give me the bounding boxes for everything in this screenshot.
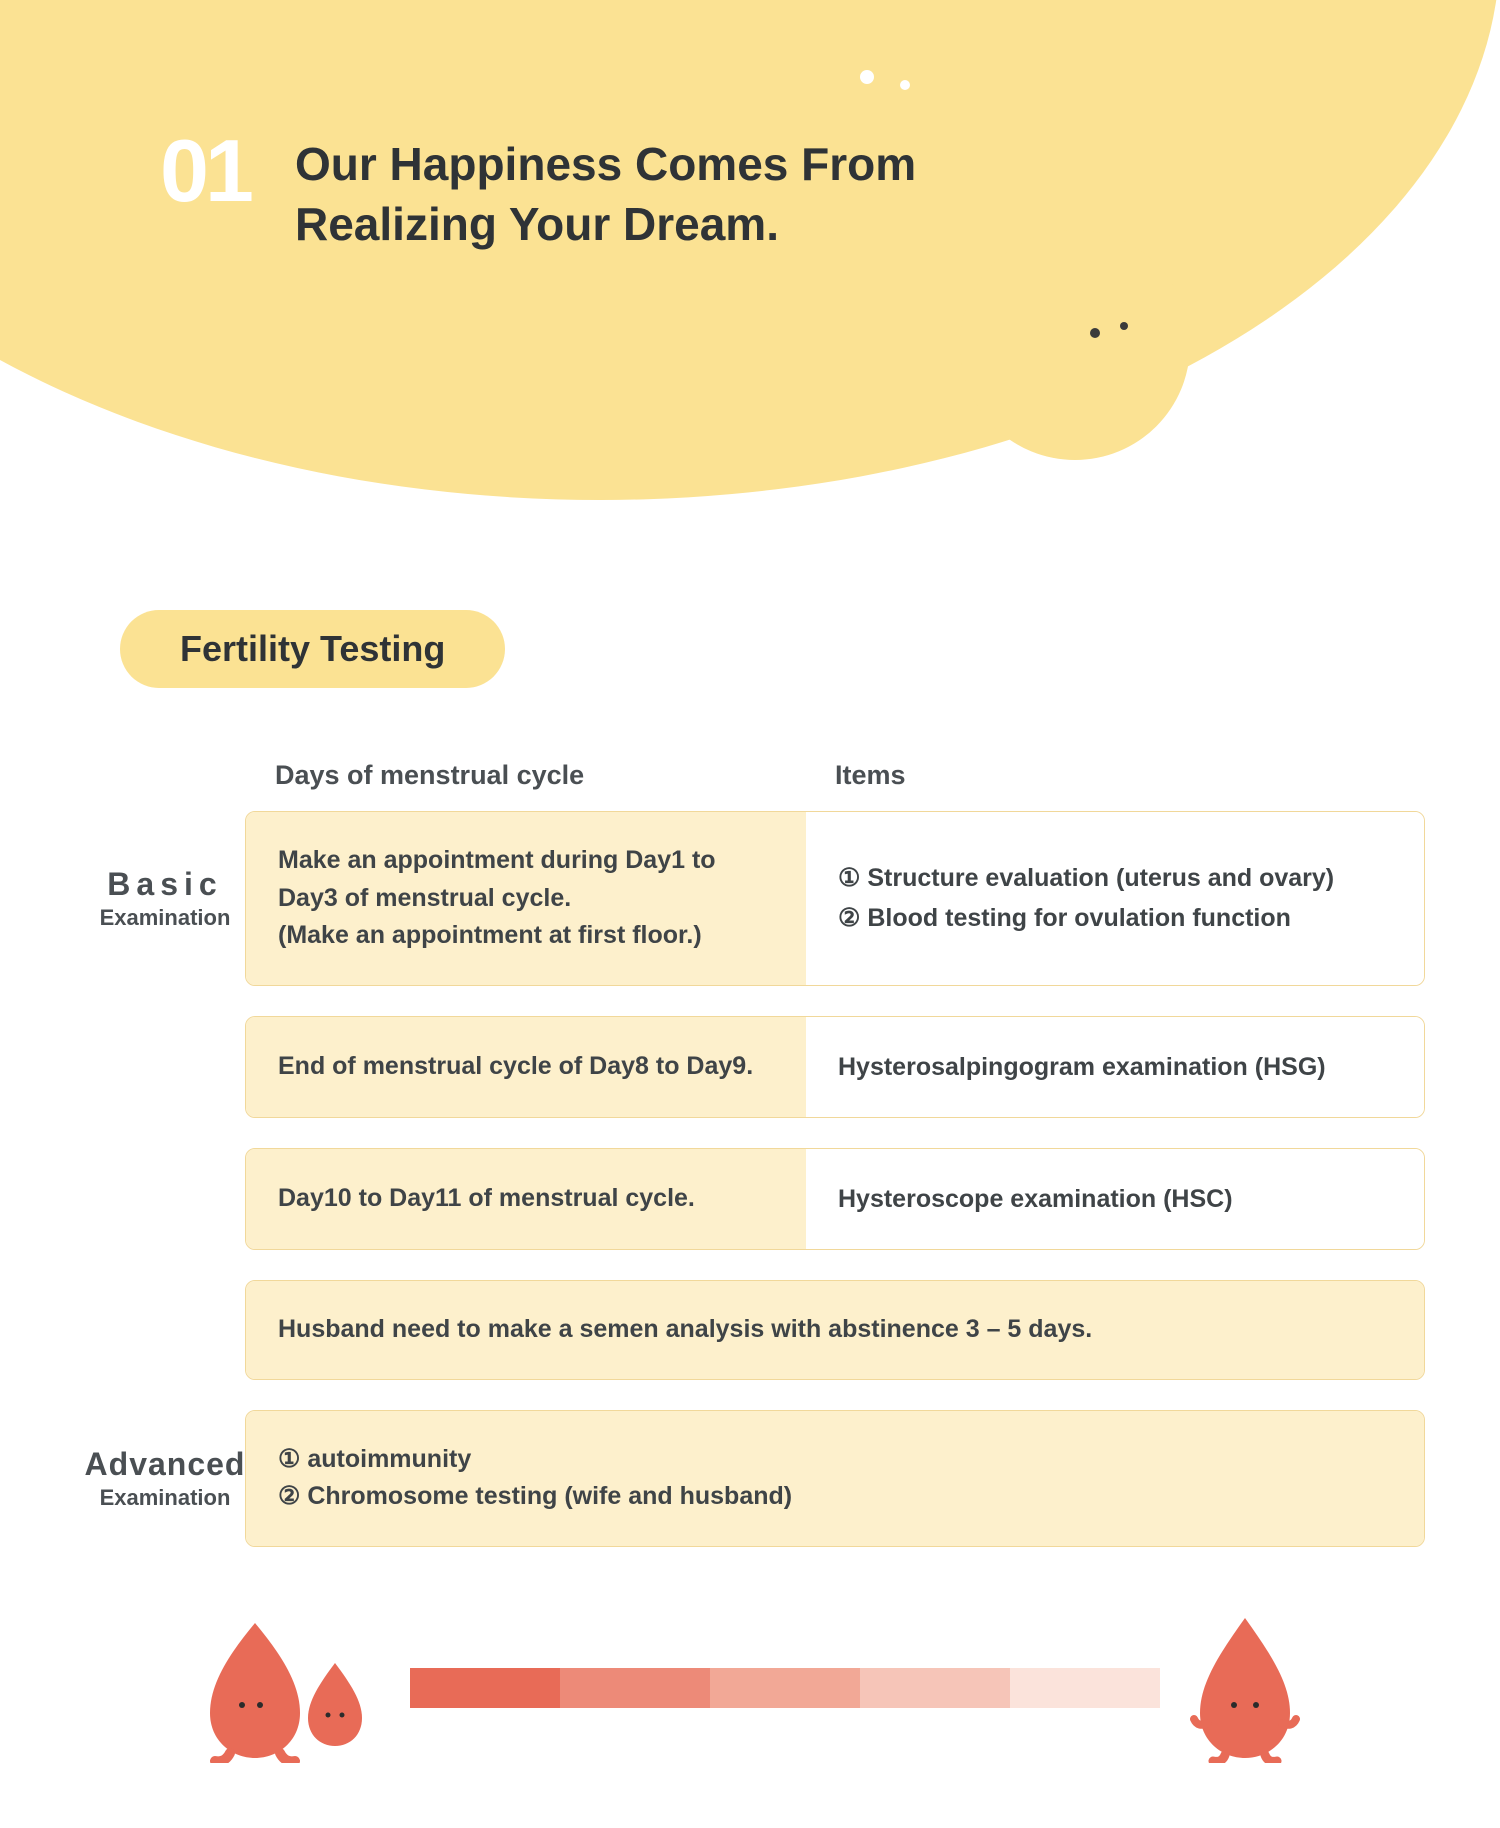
- label-advanced-small: Examination: [100, 1485, 231, 1511]
- progress-seg: [860, 1668, 1010, 1708]
- table-card-full: Husband need to make a semen analysis wi…: [245, 1280, 1425, 1380]
- cell-full: Husband need to make a semen analysis wi…: [246, 1281, 1424, 1379]
- footer-area: [200, 1608, 1300, 1768]
- label-spacer: [85, 1280, 245, 1380]
- section-pill: Fertility Testing: [120, 610, 505, 688]
- progress-seg: [560, 1668, 710, 1708]
- table-card: Make an appointment during Day1 to Day3 …: [245, 811, 1425, 986]
- label-spacer: [85, 1016, 245, 1118]
- label-basic-big: Basic: [107, 866, 222, 903]
- hero-title: Our Happiness Comes From Realizing Your …: [295, 135, 916, 255]
- table-card: Day10 to Day11 of menstrual cycle. Hyste…: [245, 1148, 1425, 1250]
- cell-full: ① autoimmunity② Chromosome testing (wife…: [246, 1411, 1424, 1546]
- table-card-full: ① autoimmunity② Chromosome testing (wife…: [245, 1410, 1425, 1547]
- table-card: End of menstrual cycle of Day8 to Day9. …: [245, 1016, 1425, 1118]
- table-header-days: Days of menstrual cycle: [245, 760, 805, 791]
- table-row: Husband need to make a semen analysis wi…: [85, 1280, 1425, 1380]
- label-spacer: [85, 1148, 245, 1250]
- table-row: Basic Examination Make an appointment du…: [85, 811, 1425, 986]
- progress-bar: [410, 1668, 1160, 1708]
- label-advanced-big: Advanced: [85, 1446, 246, 1483]
- hero-number: 01: [160, 120, 250, 222]
- progress-seg: [410, 1668, 560, 1708]
- table-row: Day10 to Day11 of menstrual cycle. Hyste…: [85, 1148, 1425, 1250]
- hero-title-line1: Our Happiness Comes From: [295, 138, 916, 190]
- label-basic-small: Examination: [100, 905, 231, 931]
- cell-days: Make an appointment during Day1 to Day3 …: [246, 812, 806, 985]
- label-advanced: Advanced Examination: [85, 1410, 245, 1547]
- cell-items: Hysteroscope examination (HSC): [806, 1149, 1424, 1249]
- table-header-row: Days of menstrual cycle Items: [85, 760, 1425, 791]
- fertility-table: Days of menstrual cycle Items Basic Exam…: [85, 760, 1425, 1577]
- cell-items: ① Structure evaluation (uterus and ovary…: [806, 812, 1424, 985]
- cell-days: Day10 to Day11 of menstrual cycle.: [246, 1149, 806, 1249]
- drop-character-left: [200, 1613, 380, 1763]
- cell-days: End of menstrual cycle of Day8 to Day9.: [246, 1017, 806, 1117]
- drop-character-right: [1190, 1613, 1300, 1763]
- progress-seg: [710, 1668, 860, 1708]
- face-circle: [960, 230, 1190, 460]
- cell-items: Hysterosalpingogram examination (HSG): [806, 1017, 1424, 1117]
- hero-title-line2: Realizing Your Dream.: [295, 198, 779, 250]
- table-row: End of menstrual cycle of Day8 to Day9. …: [85, 1016, 1425, 1118]
- progress-seg: [1010, 1668, 1160, 1708]
- label-basic: Basic Examination: [85, 811, 245, 986]
- table-row: Advanced Examination ① autoimmunity② Chr…: [85, 1410, 1425, 1547]
- table-header-items: Items: [805, 760, 1365, 791]
